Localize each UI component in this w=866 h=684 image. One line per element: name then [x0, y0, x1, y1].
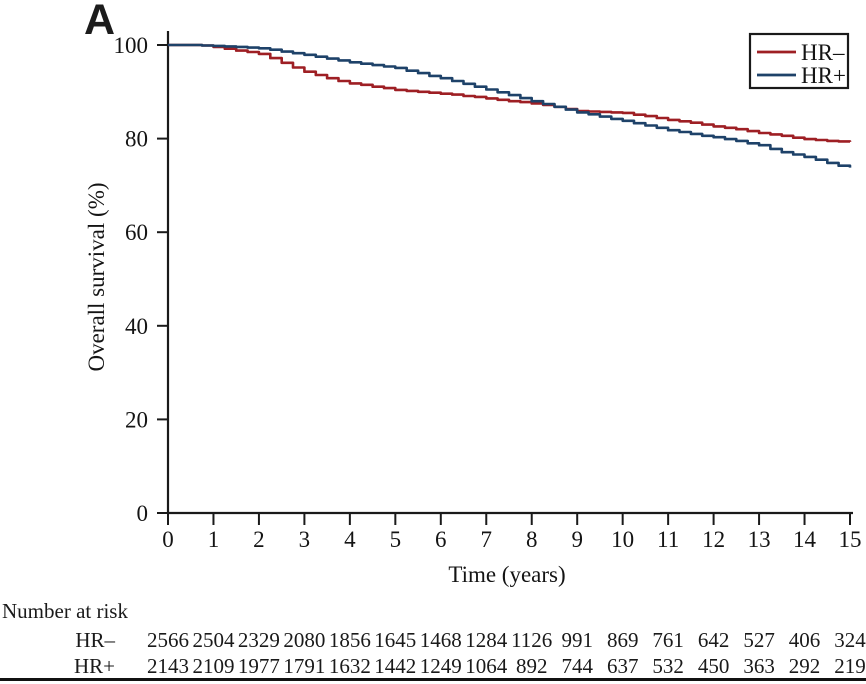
x-tick-label: 0 — [162, 527, 174, 552]
y-tick-label: 40 — [125, 314, 148, 339]
risk-value: 991 — [561, 628, 593, 652]
x-tick-label: 8 — [526, 527, 538, 552]
curve-hr-negative — [168, 43, 852, 143]
x-tick-label: 1 — [208, 527, 220, 552]
y-tick-label: 80 — [125, 127, 148, 152]
risk-table-title: Number at risk — [2, 599, 128, 623]
risk-value: 1468 — [419, 628, 462, 652]
risk-value: 219 — [834, 654, 866, 678]
risk-value: 2109 — [192, 654, 235, 678]
risk-value: 761 — [652, 628, 684, 652]
legend: HR– HR+ — [748, 32, 850, 90]
risk-value: 892 — [515, 654, 548, 678]
risk-value: 1284 — [465, 628, 508, 652]
x-tick-label: 3 — [299, 527, 311, 552]
risk-row-hr-positive: HR+ 2143 2109 1977 1791 1632 1442 1249 1064 892 7… — [0, 654, 866, 680]
x-axis-title: Time (years) — [448, 562, 565, 587]
risk-value: 2329 — [237, 628, 280, 652]
x-tick-label: 15 — [839, 527, 862, 552]
risk-value: 363 — [743, 654, 775, 678]
risk-value: 2080 — [283, 628, 326, 652]
survival-curves — [168, 43, 852, 168]
x-tick-label: 10 — [611, 527, 634, 552]
risk-value: 324 — [834, 628, 866, 652]
risk-row-label-hr-positive: HR+ — [73, 654, 115, 678]
risk-value: 1442 — [374, 654, 417, 678]
risk-value: 1064 — [465, 654, 508, 678]
legend-label-hr-positive: HR+ — [801, 63, 846, 88]
curve-hr-positive — [168, 43, 852, 168]
risk-value: 1977 — [237, 654, 280, 678]
risk-value: 527 — [743, 628, 775, 652]
risk-value: 406 — [788, 628, 821, 652]
x-tick-label: 7 — [481, 527, 493, 552]
risk-value: 2566 — [147, 628, 189, 652]
y-tick-label: 60 — [125, 220, 148, 245]
risk-value: 532 — [652, 654, 684, 678]
x-tick-label: 2 — [253, 527, 265, 552]
risk-value: 744 — [561, 654, 593, 678]
legend-label-hr-negative: HR– — [801, 40, 845, 65]
x-tick-label: 13 — [748, 527, 771, 552]
risk-value: 2143 — [147, 654, 189, 678]
risk-value: 869 — [606, 628, 639, 652]
risk-value: 1791 — [283, 654, 326, 678]
y-tick-label: 20 — [125, 407, 148, 432]
risk-value: 642 — [697, 628, 730, 652]
risk-value: 637 — [606, 654, 639, 678]
bottom-rule — [0, 678, 866, 681]
x-tick-label: 9 — [571, 527, 583, 552]
risk-value: 1126 — [511, 628, 553, 652]
risk-value: 1645 — [374, 628, 417, 652]
risk-value: 292 — [788, 654, 821, 678]
risk-value: 1856 — [328, 628, 371, 652]
x-tick-label: 4 — [344, 527, 356, 552]
risk-value: 1632 — [328, 654, 371, 678]
risk-row-label-hr-negative: HR– — [75, 628, 115, 652]
x-tick-label: 12 — [702, 527, 725, 552]
risk-value: 1249 — [419, 654, 462, 678]
x-tick-label: 6 — [435, 527, 447, 552]
y-axis-title: Overall survival (%) — [84, 182, 109, 371]
x-tick-label: 5 — [390, 527, 402, 552]
risk-value: 450 — [697, 654, 730, 678]
x-tick-label: 11 — [657, 527, 679, 552]
legend-box — [748, 32, 850, 90]
risk-value: 2504 — [192, 628, 235, 652]
y-tick-label: 100 — [114, 33, 149, 58]
x-tick-label: 14 — [793, 527, 817, 552]
y-tick-label: 0 — [137, 501, 149, 526]
risk-row-hr-negative: HR– 2566 2504 2329 2080 1856 1645 1468 1284 1126… — [0, 628, 866, 654]
panel-label: A — [84, 0, 116, 44]
